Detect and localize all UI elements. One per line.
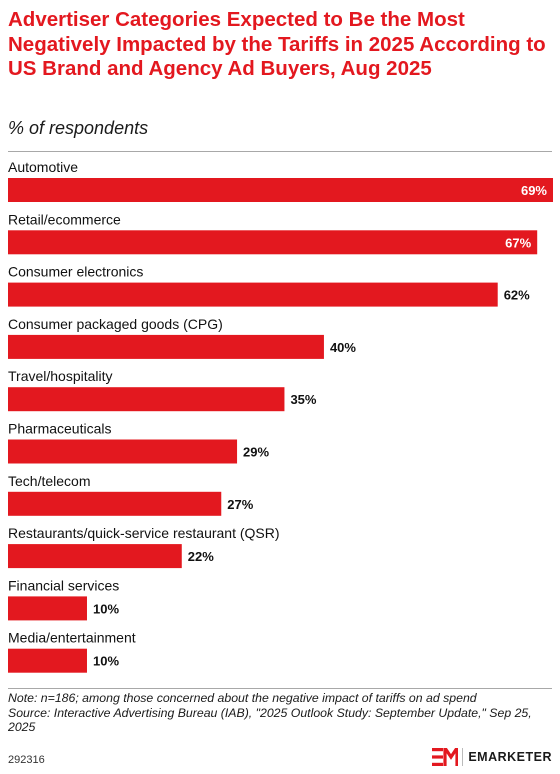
value-label-consumer-packaged-goods-cpg: 40% bbox=[330, 340, 356, 355]
bottom-divider bbox=[8, 688, 552, 689]
category-label-consumer-packaged-goods-cpg: Consumer packaged goods (CPG) bbox=[8, 316, 223, 332]
value-label-retail-ecommerce: 67% bbox=[505, 235, 531, 250]
logo-divider bbox=[462, 748, 464, 766]
bar-pharmaceuticals bbox=[8, 439, 238, 464]
value-label-tech-telecom: 27% bbox=[227, 497, 253, 512]
chart-note: Note: n=186; among those concerned about… bbox=[8, 691, 553, 735]
bar-automotive bbox=[8, 178, 553, 202]
chart-id: 292316 bbox=[8, 754, 45, 766]
bar-media-entertainment bbox=[8, 648, 87, 673]
chart-title: Advertiser Categories Expected to Be the… bbox=[8, 8, 546, 80]
category-label-automotive: Automotive bbox=[8, 159, 78, 175]
value-label-travel-hospitality: 35% bbox=[290, 392, 316, 407]
category-label-tech-telecom: Tech/telecom bbox=[8, 473, 90, 489]
note-text: Note: n=186; among those concerned about… bbox=[8, 691, 477, 705]
bar-restaurants-quick-service-restaurant-qsr bbox=[8, 544, 182, 569]
chart-subtitle: % of respondents bbox=[8, 118, 149, 138]
bar-retail-ecommerce bbox=[8, 230, 538, 255]
category-label-pharmaceuticals: Pharmaceuticals bbox=[8, 421, 112, 437]
brand-logo: EMARKETER bbox=[432, 747, 552, 767]
bar-chart: Automotive 69% Retail/ecommerce 67% Consumer… bbox=[8, 159, 553, 673]
emarketer-logo-icon bbox=[432, 748, 459, 766]
category-label-retail-ecommerce: Retail/ecommerce bbox=[8, 211, 121, 227]
value-label-restaurants-quick-service-restaurant-qsr: 22% bbox=[188, 549, 214, 564]
category-label-travel-hospitality: Travel/hospitality bbox=[8, 368, 113, 384]
value-label-pharmaceuticals: 29% bbox=[243, 445, 269, 460]
category-label-financial-services: Financial services bbox=[8, 577, 119, 593]
source-text: Source: Interactive Advertising Bureau (… bbox=[8, 705, 532, 735]
top-divider bbox=[8, 151, 552, 152]
value-label-automotive: 69% bbox=[521, 183, 547, 198]
bar-tech-telecom bbox=[8, 491, 222, 516]
value-label-consumer-electronics: 62% bbox=[504, 288, 530, 303]
bar-travel-hospitality bbox=[8, 387, 285, 412]
bar-consumer-electronics bbox=[8, 282, 498, 307]
bar-financial-services bbox=[8, 596, 87, 621]
category-label-media-entertainment: Media/entertainment bbox=[8, 630, 136, 646]
bar-consumer-packaged-goods-cpg bbox=[8, 334, 324, 359]
value-label-financial-services: 10% bbox=[93, 601, 119, 616]
category-label-consumer-electronics: Consumer electronics bbox=[8, 264, 143, 280]
brand-name: EMARKETER bbox=[468, 750, 552, 764]
category-label-restaurants-quick-service-restaurant-qsr: Restaurants/quick-service restaurant (QS… bbox=[8, 525, 280, 541]
value-label-media-entertainment: 10% bbox=[93, 654, 119, 669]
